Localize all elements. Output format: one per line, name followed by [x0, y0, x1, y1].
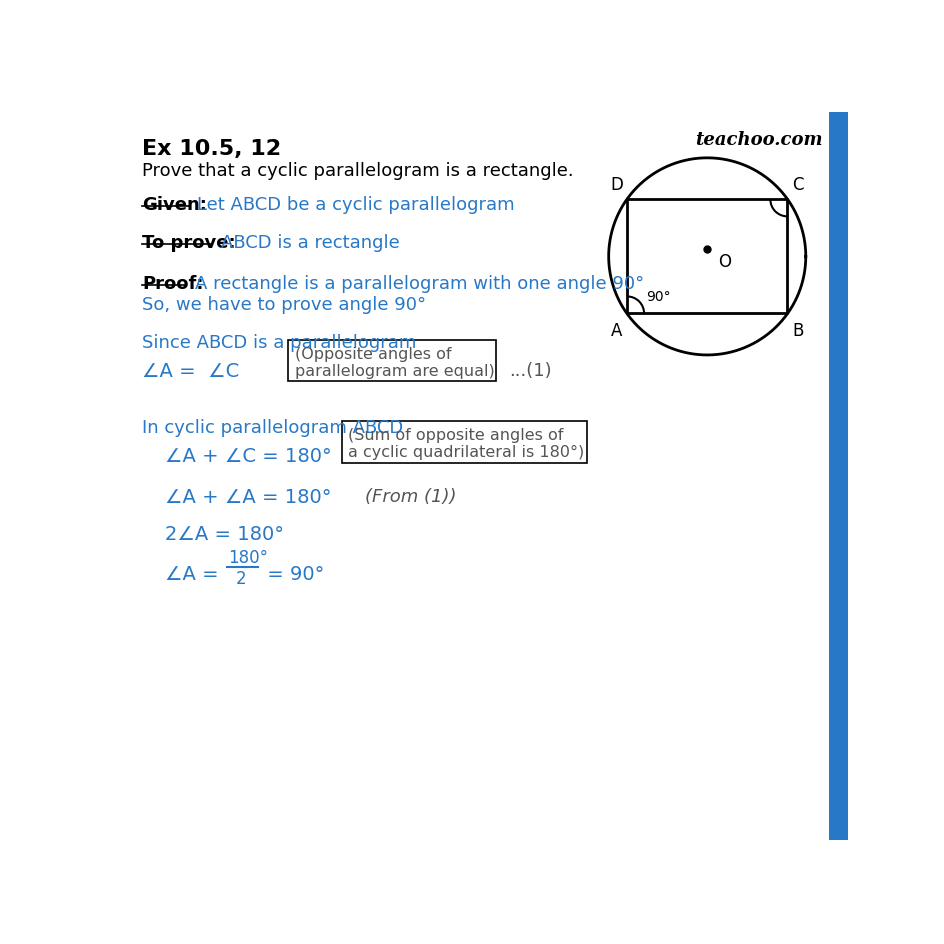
- Text: 180°: 180°: [228, 548, 268, 566]
- Text: Let ABCD be a cyclic parallelogram: Let ABCD be a cyclic parallelogram: [197, 195, 514, 213]
- Text: Since ABCD is a parallelogram: Since ABCD is a parallelogram: [142, 334, 416, 352]
- Bar: [342, 422, 586, 464]
- Text: teachoo.com: teachoo.com: [695, 131, 822, 149]
- Text: ABCD is a rectangle: ABCD is a rectangle: [220, 234, 399, 252]
- Bar: [828, 113, 847, 840]
- Text: B: B: [792, 322, 803, 340]
- Text: C: C: [791, 177, 803, 194]
- Text: Prove that a cyclic parallelogram is a rectangle.: Prove that a cyclic parallelogram is a r…: [142, 161, 573, 179]
- Text: (From (1)): (From (1)): [365, 488, 456, 506]
- Text: Given:: Given:: [142, 195, 207, 213]
- Text: In cyclic parallelogram ABCD: In cyclic parallelogram ABCD: [142, 418, 403, 437]
- Text: parallelogram are equal): parallelogram are equal): [295, 363, 494, 379]
- Text: O: O: [717, 252, 731, 271]
- Text: a cyclic quadrilateral is 180°): a cyclic quadrilateral is 180°): [348, 445, 584, 460]
- Text: 2: 2: [236, 569, 246, 587]
- Text: A rectangle is a parallelogram with one angle 90°: A rectangle is a parallelogram with one …: [195, 275, 644, 293]
- Text: ∠A + ∠C = 180°: ∠A + ∠C = 180°: [165, 447, 331, 465]
- Text: (Opposite angles of: (Opposite angles of: [295, 346, 450, 362]
- Text: ∠A + ∠A = 180°: ∠A + ∠A = 180°: [165, 488, 331, 507]
- Text: To prove:: To prove:: [142, 234, 235, 252]
- Text: ...(1): ...(1): [509, 362, 551, 379]
- Text: Ex 10.5, 12: Ex 10.5, 12: [142, 139, 281, 159]
- Text: A: A: [610, 322, 621, 340]
- Text: Proof:: Proof:: [142, 275, 203, 293]
- Text: ∠A =: ∠A =: [165, 565, 225, 583]
- Bar: [288, 340, 496, 381]
- Text: 90°: 90°: [645, 289, 669, 303]
- Text: = 90°: = 90°: [261, 565, 324, 583]
- Text: So, we have to prove angle 90°: So, we have to prove angle 90°: [142, 295, 426, 313]
- Text: D: D: [609, 177, 622, 194]
- Text: (Sum of opposite angles of: (Sum of opposite angles of: [348, 428, 564, 443]
- Text: ∠A =  ∠C: ∠A = ∠C: [142, 362, 239, 380]
- Text: 2∠A = 180°: 2∠A = 180°: [165, 525, 284, 544]
